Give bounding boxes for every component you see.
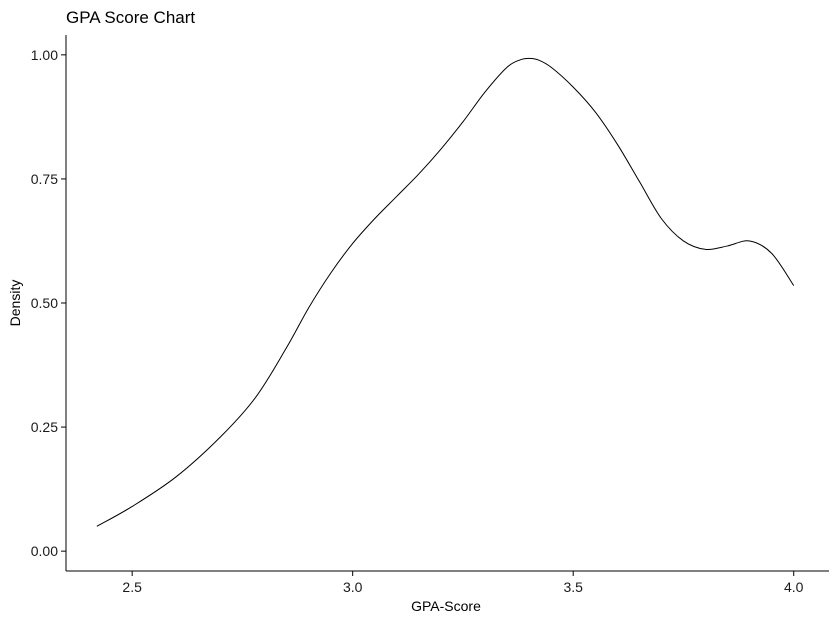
y-ticks: 0.00 0.25 0.50 0.75 1.00 [31, 47, 66, 559]
y-tick-label: 0.75 [31, 171, 58, 187]
x-tick-label: 3.5 [563, 579, 583, 595]
x-ticks: 2.5 3.0 3.5 4.0 [122, 571, 804, 595]
x-tick-label: 2.5 [122, 579, 142, 595]
y-tick-label: 1.00 [31, 47, 58, 63]
y-tick-label: 0.25 [31, 419, 58, 435]
chart-title: GPA Score Chart [66, 8, 195, 27]
y-tick-label: 0.50 [31, 295, 58, 311]
x-axis-label: GPA-Score [411, 598, 481, 614]
x-tick-label: 3.0 [343, 579, 363, 595]
density-curve [96, 57, 795, 527]
y-tick-label: 0.00 [31, 543, 58, 559]
y-axis-label: Density [7, 280, 23, 327]
x-tick-label: 4.0 [784, 579, 804, 595]
